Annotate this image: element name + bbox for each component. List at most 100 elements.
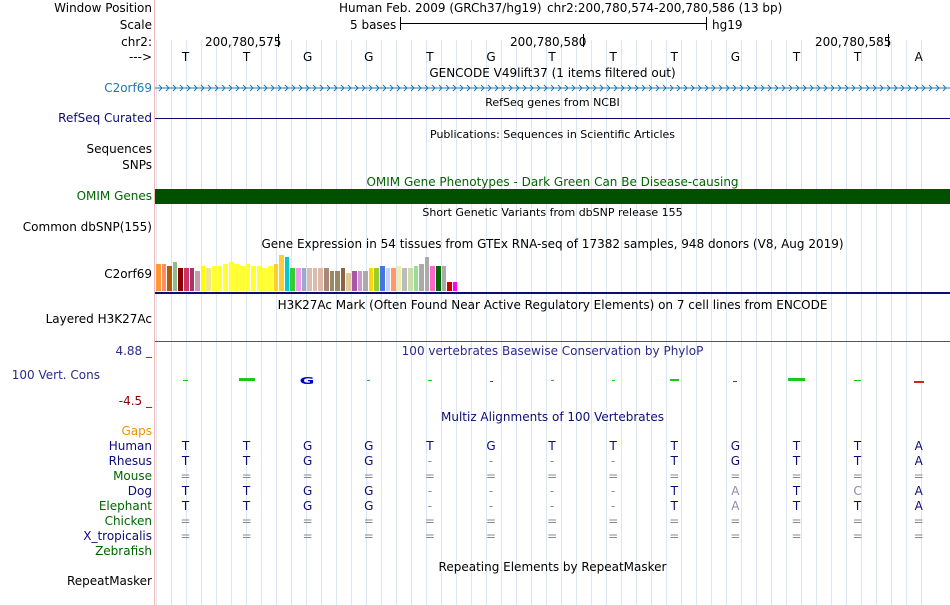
gtex-tissue-bar[interactable] <box>200 266 206 291</box>
track-label-omim[interactable]: OMIM Genes <box>76 189 152 203</box>
pubs-track-title[interactable]: Publications: Sequences in Scientific Ar… <box>430 128 675 141</box>
track-label-dbsnp[interactable]: Common dbSNP(155) <box>22 220 152 234</box>
gtex-tissue-bar[interactable] <box>374 268 379 291</box>
omim-track-title[interactable]: OMIM Gene Phenotypes - Dark Green Can Be… <box>366 175 739 189</box>
gtex-tissue-bar[interactable] <box>408 268 413 291</box>
strand-chevron <box>522 84 527 92</box>
phylop-score-bar <box>489 381 493 382</box>
gtex-tissue-bar[interactable] <box>256 266 262 291</box>
gtex-tissue-bar[interactable] <box>363 271 368 291</box>
h3k27ac-track-title[interactable]: H3K27Ac Mark (Often Found Near Active Re… <box>277 298 828 312</box>
gtex-tissue-bar[interactable] <box>385 268 391 291</box>
track-label-gencode[interactable]: C2orf69 <box>104 81 152 95</box>
gtex-tissue-bar[interactable] <box>240 266 245 291</box>
gtex-tissue-bar[interactable] <box>441 266 447 291</box>
gtex-tissue-bar[interactable] <box>419 264 424 291</box>
gtex-tissue-bar[interactable] <box>324 268 329 291</box>
gtex-tissue-bar[interactable] <box>357 271 363 291</box>
gtex-tissue-bar[interactable] <box>352 271 357 291</box>
repeatmasker-track-title[interactable]: Repeating Elements by RepeatMasker <box>438 560 667 574</box>
strand-chevron <box>487 84 492 92</box>
refseq-track-title[interactable]: RefSeq genes from NCBI <box>485 96 620 109</box>
scale-bar <box>400 23 706 24</box>
alignment-base: = <box>302 529 313 543</box>
gtex-tissue-bar[interactable] <box>335 271 340 291</box>
track-labels-panel: Window Position Scale chr2: ---> C2orf69… <box>0 0 155 605</box>
gtex-tissue-bar[interactable] <box>452 282 458 291</box>
gtex-tissue-bar[interactable] <box>262 268 267 291</box>
grid-line <box>530 40 532 605</box>
gtex-tissue-bar[interactable] <box>217 266 223 291</box>
gencode-gene-feature[interactable] <box>155 82 950 94</box>
gtex-tissue-bar[interactable] <box>195 271 200 291</box>
gtex-tissue-bar[interactable] <box>318 268 323 291</box>
strand-chevron <box>361 84 366 92</box>
strand-chevron <box>802 84 807 92</box>
refseq-gene-line[interactable] <box>155 118 950 119</box>
gtex-tissue-bar[interactable] <box>307 268 312 291</box>
strand-chevron <box>333 84 338 92</box>
strand-chevron <box>354 84 359 92</box>
gtex-tissue-bar[interactable] <box>301 268 307 291</box>
gtex-track-title[interactable]: Gene Expression in 54 tissues from GTEx … <box>261 237 844 251</box>
track-label-h3k27ac[interactable]: Layered H3K27Ac <box>45 312 152 326</box>
gtex-tissue-bar[interactable] <box>424 257 430 291</box>
gtex-tissue-bar[interactable] <box>223 264 228 291</box>
gtex-tissue-bar[interactable] <box>178 268 183 291</box>
dbsnp-track-title[interactable]: Short Genetic Variants from dbSNP releas… <box>422 206 683 219</box>
gtex-tissue-bar[interactable] <box>167 266 172 291</box>
track-label-cons[interactable]: 100 Vert. Cons <box>11 368 100 382</box>
gtex-tissue-bar[interactable] <box>228 262 234 291</box>
scale-bar-right <box>706 17 707 30</box>
strand-chevron <box>662 84 667 92</box>
gtex-tissue-bar[interactable] <box>402 268 407 291</box>
gtex-tissue-bar[interactable] <box>380 266 385 291</box>
gtex-tissue-bar[interactable] <box>396 266 402 291</box>
gtex-tissue-bar[interactable] <box>329 271 335 291</box>
browser-image-panel[interactable]: Human Feb. 2009 (GRCh37/hg19) chr2:200,7… <box>155 0 950 605</box>
gtex-tissue-bar[interactable] <box>391 268 396 291</box>
gtex-tissue-bar[interactable] <box>368 268 374 291</box>
label-separator <box>154 0 155 605</box>
gtex-tissue-bar[interactable] <box>436 266 441 291</box>
gtex-tissue-bar[interactable] <box>413 266 419 291</box>
gencode-track-title[interactable]: GENCODE V49lift37 (1 items filtered out) <box>429 66 676 80</box>
gtex-tissue-bar[interactable] <box>234 264 239 291</box>
gtex-tissue-bar[interactable] <box>156 264 161 291</box>
track-label-refseq[interactable]: RefSeq Curated <box>58 111 152 125</box>
alignment-base: = <box>608 529 619 543</box>
track-label-gtex[interactable]: C2orf69 <box>104 267 152 281</box>
gtex-tissue-bar[interactable] <box>268 266 273 291</box>
omim-gene-feature[interactable] <box>155 189 950 204</box>
gtex-tissue-bar[interactable] <box>290 268 295 291</box>
gtex-tissue-bar[interactable] <box>251 266 256 291</box>
gtex-tissue-bar[interactable] <box>447 282 452 291</box>
gtex-tissue-bar[interactable] <box>312 268 318 291</box>
gtex-tissue-bar[interactable] <box>296 268 301 291</box>
gtex-tissue-bar[interactable] <box>206 268 211 291</box>
gtex-tissue-bar[interactable] <box>279 255 284 291</box>
gtex-tissue-bar[interactable] <box>340 268 346 291</box>
gtex-tissue-bar[interactable] <box>161 264 167 291</box>
gtex-tissue-bar[interactable] <box>172 262 178 291</box>
strand-chevron <box>298 84 303 92</box>
grid-line <box>335 40 337 605</box>
alignment-base: = <box>485 514 497 528</box>
gtex-tissue-bar[interactable] <box>273 264 279 291</box>
strand-chevron <box>816 84 821 92</box>
track-label-snps[interactable]: SNPs <box>122 158 152 172</box>
grid-line <box>920 40 922 605</box>
gtex-tissue-bar[interactable] <box>184 268 189 291</box>
multiz-track-title[interactable]: Multiz Alignments of 100 Vertebrates <box>440 410 665 424</box>
gtex-tissue-bar[interactable] <box>430 266 435 291</box>
strand-chevron <box>158 84 163 92</box>
gtex-tissue-bar[interactable] <box>284 257 290 291</box>
gtex-tissue-bar[interactable] <box>245 264 251 291</box>
track-label-repeatmasker[interactable]: RepeatMasker <box>66 574 152 588</box>
track-label-sequences[interactable]: Sequences <box>86 142 152 156</box>
phylop-track-title[interactable]: 100 vertebrates Basewise Conservation by… <box>401 344 704 358</box>
gtex-tissue-bar[interactable] <box>189 268 195 291</box>
strand-chevron <box>319 84 324 92</box>
gtex-tissue-bar[interactable] <box>346 273 351 291</box>
gtex-tissue-bar[interactable] <box>212 266 217 291</box>
